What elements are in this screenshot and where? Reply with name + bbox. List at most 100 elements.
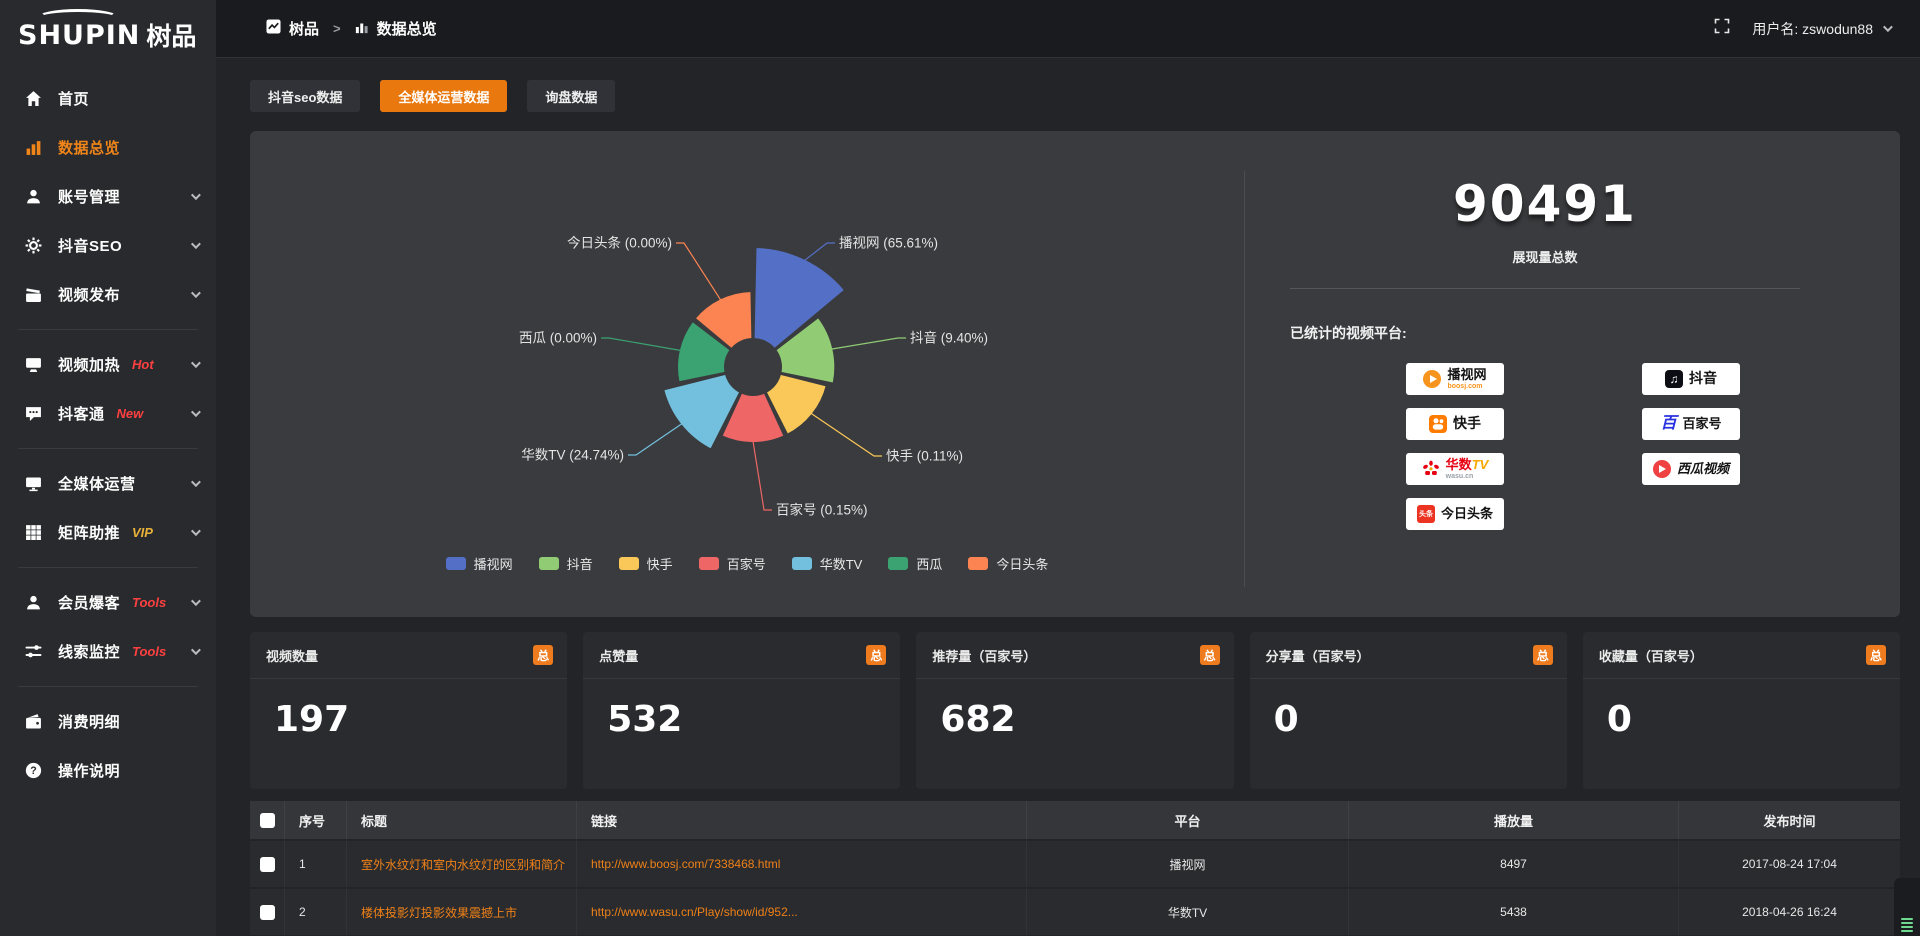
breadcrumb-root[interactable]: 树品	[289, 21, 320, 38]
overlay-widget[interactable]	[1894, 878, 1920, 936]
total-badge[interactable]: 总	[1199, 645, 1220, 665]
sidebar-item-线索监控[interactable]: 线索监控 Tools	[0, 627, 216, 676]
platform-grid: 播视网 boosj.com ♫ 抖音快手 百百家号华数TV wasu.cn 西瓜视频头条 今日…	[1406, 363, 1800, 530]
baijiahao-logo-icon: 百	[1660, 415, 1677, 432]
total-badge[interactable]: 总	[533, 645, 554, 665]
fullscreen-icon[interactable]	[1714, 18, 1730, 39]
chevron-down-icon	[190, 239, 201, 250]
table-row: 2 楼体投影灯投影效果震撼上市 http://www.wasu.cn/Play/sh…	[250, 887, 1900, 935]
total-badge[interactable]: 总	[1866, 645, 1887, 665]
chevron-down-icon	[190, 596, 201, 607]
sidebar-item-label: 全媒体运营	[58, 476, 136, 493]
clapper-icon	[24, 286, 42, 304]
impressions-summary: 90491 展现量总数 已统计的视频平台: 播视网 boosj.com ♫ 抖音 快手 百…	[1244, 131, 1900, 617]
tab-全媒体运营数据[interactable]: 全媒体运营数据	[380, 80, 508, 112]
legend-item-今日头条[interactable]: 今日头条	[968, 554, 1048, 573]
legend-item-华数TV[interactable]: 华数TV	[791, 554, 862, 573]
legend-item-抖音[interactable]: 抖音	[538, 554, 593, 573]
tab-bar: 抖音seo数据 全媒体运营数据 询盘数据	[250, 80, 1900, 112]
sidebar-item-label: 抖音SEO	[58, 238, 123, 255]
breadcrumb-current[interactable]: 数据总览	[376, 21, 437, 38]
legend-swatch	[888, 557, 909, 570]
cell-time: 2018-04-26 16:24	[1678, 887, 1900, 935]
platform-badge-boosj[interactable]: 播视网 boosj.com	[1406, 363, 1504, 395]
pie-label-line	[676, 242, 722, 301]
pie-label-西瓜: 西瓜 (0.00%)	[519, 331, 597, 346]
column-header-序号: 序号	[284, 801, 346, 839]
chevron-down-icon	[190, 477, 201, 488]
legend-item-百家号[interactable]: 百家号	[698, 554, 766, 573]
stat-card-视频数量: 视频数量 总 197	[250, 632, 568, 789]
sidebar-item-label: 数据总览	[58, 140, 121, 157]
legend-label: 抖音	[566, 557, 593, 572]
legend-item-快手[interactable]: 快手	[618, 554, 673, 573]
sidebar-item-视频发布[interactable]: 视频发布	[0, 270, 216, 319]
user-menu[interactable]: 用户名: zswodun88	[1752, 19, 1893, 39]
chevron-down-icon	[190, 407, 201, 418]
stat-card-推荐量（百家号）: 推荐量（百家号） 总 682	[916, 632, 1234, 789]
pie-slice-抖音[interactable]	[773, 315, 837, 385]
video-title-link[interactable]: 室外水纹灯和室内水纹灯的区别和简介	[361, 857, 566, 872]
sidebar-item-操作说明[interactable]: ? 操作说明	[0, 746, 216, 795]
total-badge[interactable]: 总	[1532, 645, 1553, 665]
grid-icon	[24, 524, 42, 542]
app-logo[interactable]: SHUPIN 树品	[0, 0, 216, 70]
row-select-cell	[250, 839, 284, 887]
sidebar-item-抖客通[interactable]: 抖客通 New	[0, 389, 216, 438]
platform-badge-douyin[interactable]: ♫ 抖音	[1642, 363, 1740, 395]
sidebar-item-抖音SEO[interactable]: 抖音SEO	[0, 221, 216, 270]
platform-badge-toutiao[interactable]: 头条 今日头条	[1406, 498, 1504, 530]
chevron-down-icon	[190, 190, 201, 201]
cell-plays: 8497	[1348, 839, 1678, 887]
content-area: 抖音seo数据 全媒体运营数据 询盘数据 播视网 (65.61%) 抖音 (9.40%…	[216, 58, 1920, 936]
tab-抖音seo数据[interactable]: 抖音seo数据	[250, 80, 361, 112]
video-url-link[interactable]: http://www.wasu.cn/Play/show/id/952...	[591, 905, 798, 919]
stat-card-title: 推荐量（百家号）	[932, 648, 1037, 664]
select-all-checkbox[interactable]	[259, 813, 275, 829]
panel-divider	[1244, 171, 1245, 587]
cell-title: 室外水纹灯和室内水纹灯的区别和简介	[346, 839, 576, 887]
platform-badge-kuaishou[interactable]: 快手	[1406, 408, 1504, 440]
legend-swatch	[968, 557, 989, 570]
sidebar-item-label: 视频加热	[58, 357, 121, 374]
sidebar-item-消费明细[interactable]: 消费明细	[0, 697, 216, 746]
sidebar-item-首页[interactable]: 首页	[0, 74, 216, 123]
column-header-链接: 链接	[576, 801, 1026, 839]
svg-text:?: ?	[30, 765, 36, 777]
row-checkbox[interactable]	[259, 856, 275, 872]
pie-slice-百家号[interactable]	[720, 391, 786, 444]
platform-share-chart: 播视网 (65.61%) 抖音 (9.40%) 快手 (0.11%) 百家号 (0.1…	[250, 131, 1244, 617]
pie-slice-快手[interactable]	[764, 372, 829, 437]
rose-pie-chart[interactable]: 播视网 (65.61%) 抖音 (9.40%) 快手 (0.11%) 百家号 (0.1…	[250, 131, 1244, 617]
legend-item-播视网[interactable]: 播视网	[445, 554, 513, 573]
platform-badge-wasu[interactable]: 华数TV wasu.cn	[1406, 453, 1504, 485]
sidebar-item-label: 消费明细	[58, 714, 121, 731]
pie-slice-播视网[interactable]	[752, 245, 847, 351]
monitor-play-icon	[24, 356, 42, 374]
user-icon	[24, 188, 42, 206]
row-checkbox[interactable]	[259, 904, 275, 920]
pie-label-line	[803, 242, 835, 262]
pie-slice-西瓜[interactable]	[676, 319, 733, 384]
platform-badge-baijiahao[interactable]: 百百家号	[1642, 408, 1740, 440]
sidebar-item-视频加热[interactable]: 视频加热 Hot	[0, 340, 216, 389]
stat-card-value: 532	[607, 699, 683, 740]
sidebar-item-全媒体运营[interactable]: 全媒体运营	[0, 459, 216, 508]
sidebar-item-会员爆客[interactable]: 会员爆客 Tools	[0, 578, 216, 627]
tab-询盘数据[interactable]: 询盘数据	[527, 80, 616, 112]
sidebar-item-badge: New	[116, 406, 144, 421]
video-url-link[interactable]: http://www.boosj.com/7338468.html	[591, 857, 781, 871]
sidebar-item-账号管理[interactable]: 账号管理	[0, 172, 216, 221]
total-badge[interactable]: 总	[866, 645, 887, 665]
sidebar-item-矩阵助推[interactable]: 矩阵助推 VIP	[0, 508, 216, 557]
pie-slice-今日头条[interactable]	[693, 289, 754, 351]
chevron-down-icon	[190, 358, 201, 369]
cell-title: 楼体投影灯投影效果震撼上市	[346, 887, 576, 935]
legend-item-西瓜[interactable]: 西瓜	[888, 554, 942, 573]
cell-no: 2	[284, 887, 346, 935]
sidebar-item-数据总览[interactable]: 数据总览	[0, 123, 216, 172]
sidebar-item-badge: VIP	[132, 525, 153, 540]
platform-badge-xigua[interactable]: 西瓜视频	[1642, 453, 1740, 485]
pie-slice-华数TV[interactable]	[661, 372, 742, 451]
video-title-link[interactable]: 楼体投影灯投影效果震撼上市	[361, 905, 518, 920]
